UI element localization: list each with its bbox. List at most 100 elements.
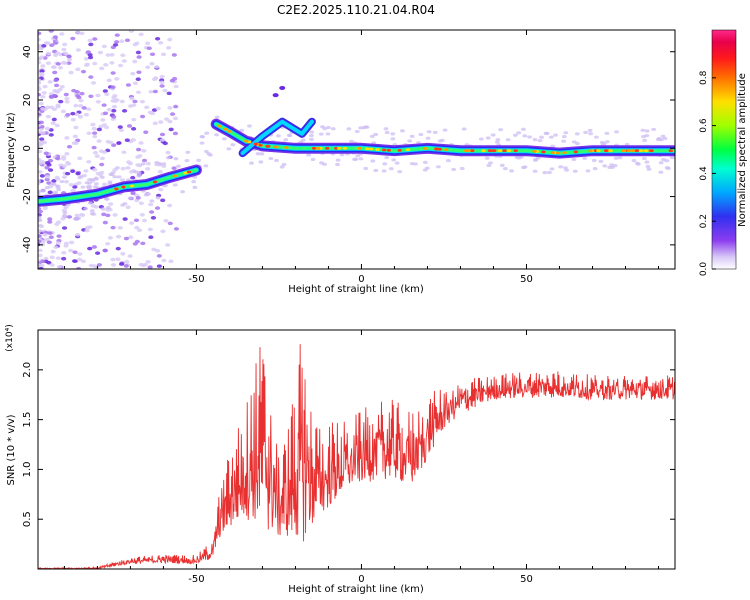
x-tick-label: 50 (520, 274, 533, 285)
noise-blob (66, 144, 73, 149)
noise-blob (39, 137, 45, 141)
halo-blob (544, 131, 550, 136)
halo-blob (459, 166, 465, 171)
noise-blob (44, 237, 50, 242)
halo-blob (503, 167, 508, 171)
noise-blob (60, 109, 66, 114)
noise-blob (39, 69, 45, 73)
noise-blob (47, 231, 53, 235)
halo-blob (154, 161, 160, 165)
noise-blob (109, 52, 115, 57)
colorbar-tick-label: 0.2 (699, 214, 709, 228)
noise-blob (75, 138, 81, 143)
halo-blob (495, 138, 501, 142)
noise-blob (130, 191, 136, 196)
noise-blob (96, 127, 102, 132)
noise-blob (159, 84, 165, 88)
halo-blob (127, 196, 133, 200)
noise-blob (42, 233, 48, 237)
noise-blob (92, 134, 98, 139)
noise-blob (98, 149, 105, 153)
halo-blob (84, 181, 90, 185)
noise-blob (49, 43, 55, 48)
halo-blob (522, 134, 528, 138)
noise-blob (52, 35, 58, 39)
noise-blob (92, 131, 98, 135)
noise-blob (172, 131, 179, 136)
noise-blob (137, 154, 143, 158)
noise-blob (96, 139, 102, 143)
halo-blob (226, 147, 232, 151)
noise-blob (99, 66, 105, 71)
noise-blob (91, 145, 97, 150)
halo-blob (136, 174, 142, 178)
halo-blob (114, 166, 120, 170)
halo-blob (62, 211, 68, 215)
noise-blob (59, 32, 65, 36)
hot-spot (502, 149, 507, 153)
noise-blob (144, 105, 150, 110)
noise-blob (61, 214, 68, 218)
noise-blob (64, 99, 70, 104)
halo-blob (640, 128, 646, 132)
noise-blob (61, 47, 67, 52)
halo-blob (521, 165, 526, 170)
noise-blob (38, 157, 42, 162)
noise-blob (101, 44, 107, 49)
noise-blob (75, 48, 81, 52)
halo-blob (394, 161, 400, 165)
noise-blob (70, 36, 76, 41)
noise-blob (49, 263, 55, 267)
halo-blob (400, 129, 405, 133)
noise-blob (76, 181, 82, 185)
hot-spot (550, 151, 555, 155)
noise-blob (69, 240, 75, 245)
noise-blob (76, 257, 83, 262)
halo-blob (92, 185, 98, 189)
noise-blob (38, 78, 42, 83)
noise-blob (46, 181, 52, 185)
noise-blob (65, 113, 71, 117)
hot-spot (315, 146, 321, 150)
noise-blob (110, 225, 116, 230)
halo-blob (484, 156, 490, 160)
noise-blob (134, 225, 140, 230)
halo-blob (542, 171, 548, 175)
noise-blob (51, 117, 57, 122)
noise-blob (39, 160, 45, 164)
noise-blob (119, 178, 126, 182)
halo-blob (89, 209, 95, 213)
noise-blob (133, 218, 140, 223)
halo-blob (642, 138, 648, 142)
hot-spot (603, 149, 609, 153)
noise-blob (48, 30, 54, 33)
colorbar-label: Normalized spectral amplitude (737, 73, 748, 227)
halo-blob (110, 171, 116, 175)
halo-blob (38, 218, 43, 222)
noise-blob (40, 259, 46, 264)
noise-blob (120, 53, 126, 58)
noise-blob (160, 52, 167, 57)
hot-spot (258, 143, 263, 147)
colorbar-tick-label: 0.8 (699, 70, 709, 85)
noise-blob (146, 46, 152, 51)
noise-blob (140, 241, 146, 246)
noise-blob (50, 121, 56, 125)
noise-blob (91, 245, 98, 249)
halo-blob (594, 135, 599, 139)
halo-blob (204, 131, 210, 135)
noise-blob (39, 174, 45, 178)
halo-blob (192, 185, 198, 189)
noise-blob (112, 93, 118, 98)
noise-blob (76, 266, 82, 269)
noise-blob (39, 55, 45, 59)
noise-blob (127, 254, 133, 258)
hot-spot (227, 129, 232, 133)
noise-blob (56, 265, 63, 269)
halo-blob (587, 128, 593, 132)
halo-blob (44, 186, 50, 190)
halo-blob (184, 159, 190, 163)
noise-blob (161, 258, 167, 263)
hot-spot (608, 149, 613, 153)
noise-blob (165, 46, 172, 50)
